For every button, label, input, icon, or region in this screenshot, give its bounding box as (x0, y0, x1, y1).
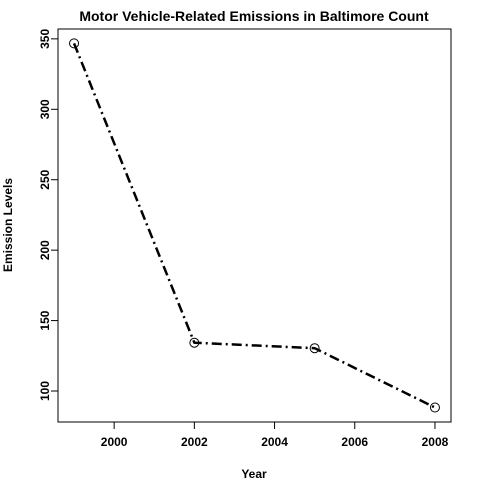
y-tick-label: 250 (38, 169, 52, 189)
x-tick-label: 2000 (101, 435, 128, 449)
x-tick-label: 2002 (181, 435, 208, 449)
x-tick-label: 2004 (261, 435, 288, 449)
x-tick-label: 2008 (422, 435, 449, 449)
y-axis: 100 150 200 250 300 350 (38, 29, 58, 401)
data-point (189, 337, 200, 348)
x-axis: 2000 2002 2004 2006 2008 (101, 422, 449, 449)
plot-frame (57, 28, 452, 423)
y-tick-label: 350 (38, 29, 52, 49)
y-tick-label: 200 (38, 240, 52, 260)
chart-title: Motor Vehicle-Related Emissions in Balti… (79, 8, 429, 24)
y-tick-label: 100 (38, 381, 52, 401)
data-point (429, 402, 440, 413)
data-point (69, 38, 80, 49)
data-point (309, 343, 320, 354)
y-axis-label: Emission Levels (1, 178, 15, 272)
y-tick-label: 150 (38, 310, 52, 330)
series-layer (69, 38, 440, 413)
x-axis-label: Year (241, 467, 267, 480)
series-line (72, 42, 436, 409)
y-tick-label: 300 (38, 99, 52, 119)
x-tick-label: 2006 (341, 435, 368, 449)
